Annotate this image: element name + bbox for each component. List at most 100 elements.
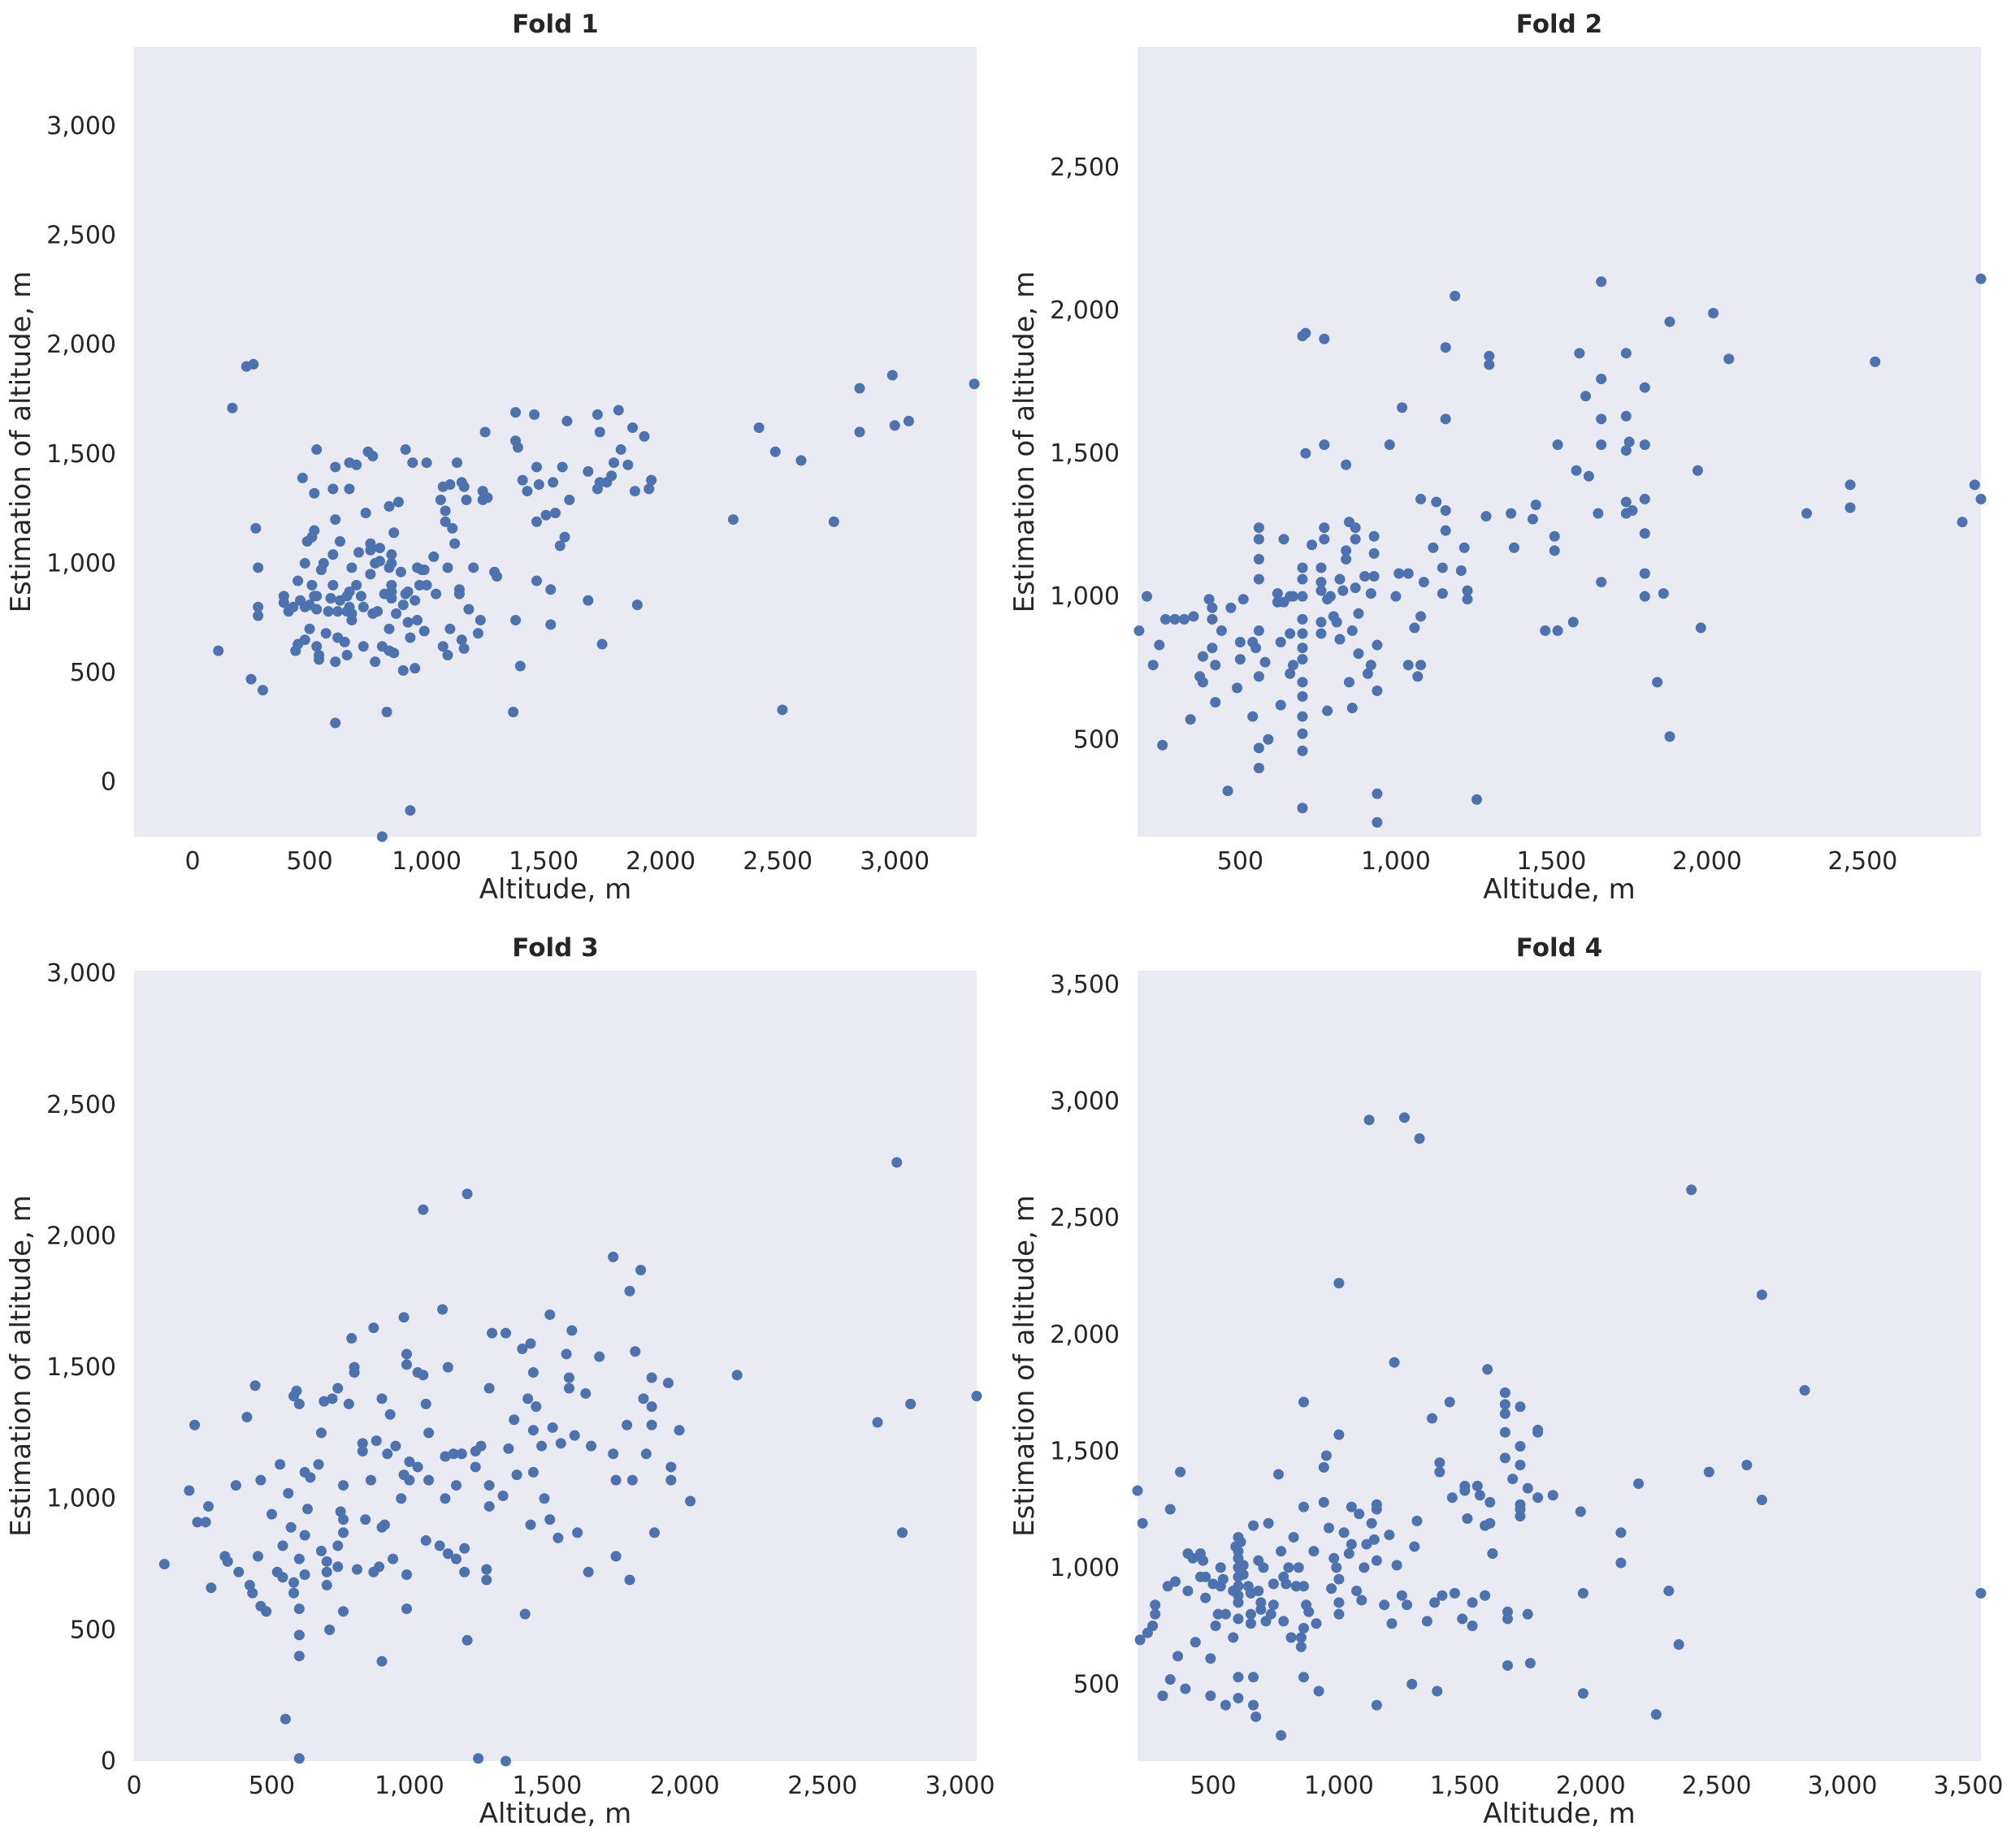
data-point bbox=[1549, 530, 1560, 542]
data-point bbox=[1212, 1608, 1224, 1620]
data-point bbox=[483, 1500, 495, 1512]
data-point bbox=[594, 426, 605, 438]
data-point bbox=[293, 1651, 305, 1662]
data-point bbox=[522, 486, 533, 497]
data-point bbox=[374, 543, 385, 554]
data-point bbox=[527, 1425, 539, 1436]
y-tick-label: 2,500 bbox=[1050, 154, 1120, 182]
x-axis-label: Altitude, m bbox=[479, 1798, 632, 1830]
data-point bbox=[1362, 668, 1373, 679]
data-point bbox=[610, 1551, 622, 1562]
data-point bbox=[1402, 1599, 1413, 1611]
data-point bbox=[401, 1603, 412, 1615]
data-point bbox=[421, 457, 432, 469]
data-point bbox=[1480, 511, 1492, 522]
data-point bbox=[1801, 508, 1813, 519]
data-point bbox=[1527, 513, 1538, 525]
data-point bbox=[401, 1359, 412, 1370]
data-point bbox=[1368, 530, 1380, 542]
data-point bbox=[1532, 1426, 1544, 1438]
data-point bbox=[1502, 1660, 1513, 1671]
subplot-fold-4: Fold 4 500 1,000 1,500 2,000 2,500 3,000 3,500 5… bbox=[1008, 933, 2003, 1830]
data-point bbox=[627, 422, 639, 433]
x-tick-label: 3,000 bbox=[860, 847, 930, 876]
data-point bbox=[1406, 1678, 1418, 1690]
data-point bbox=[586, 1440, 597, 1452]
x-tick-label: 1,500 bbox=[509, 847, 579, 876]
data-point bbox=[1384, 1530, 1395, 1541]
y-tick-label: 2,000 bbox=[1050, 1321, 1120, 1349]
data-point bbox=[418, 565, 430, 576]
data-point bbox=[400, 444, 411, 455]
x-tick-label: 1,500 bbox=[1430, 1772, 1500, 1800]
data-point bbox=[525, 1338, 536, 1349]
data-point bbox=[401, 1348, 412, 1360]
data-point bbox=[355, 591, 366, 602]
data-point bbox=[1250, 1711, 1262, 1722]
data-point bbox=[872, 1417, 883, 1428]
data-point bbox=[1440, 413, 1451, 425]
data-point bbox=[365, 569, 376, 580]
data-point bbox=[213, 645, 224, 656]
data-point bbox=[646, 1419, 657, 1430]
data-point bbox=[206, 1582, 217, 1594]
data-point bbox=[321, 1556, 332, 1567]
data-point bbox=[1440, 505, 1451, 517]
data-point bbox=[1365, 660, 1376, 671]
data-point bbox=[421, 579, 432, 591]
data-point bbox=[440, 1493, 451, 1504]
data-point bbox=[1409, 622, 1420, 634]
data-point bbox=[344, 483, 355, 495]
data-point bbox=[1290, 1581, 1302, 1592]
data-point bbox=[1596, 413, 1607, 425]
data-point bbox=[390, 1440, 401, 1452]
data-point bbox=[319, 1396, 330, 1407]
data-point bbox=[1457, 1613, 1468, 1625]
data-point bbox=[275, 1459, 286, 1470]
data-point bbox=[1281, 1578, 1292, 1590]
data-point bbox=[1288, 591, 1299, 602]
data-point bbox=[1297, 711, 1308, 722]
data-point bbox=[1844, 502, 1856, 513]
data-point bbox=[1487, 1548, 1498, 1560]
y-tick-label: 1,000 bbox=[1050, 582, 1120, 611]
data-point bbox=[583, 595, 594, 606]
data-point bbox=[404, 1456, 415, 1467]
data-point bbox=[1467, 1621, 1478, 1632]
data-point bbox=[1297, 654, 1308, 665]
data-point bbox=[1338, 1527, 1350, 1539]
data-point bbox=[440, 516, 451, 527]
data-point bbox=[418, 1204, 429, 1215]
data-point bbox=[1623, 436, 1635, 448]
data-point bbox=[1297, 562, 1308, 573]
data-point bbox=[519, 1608, 531, 1620]
data-point bbox=[646, 1372, 657, 1383]
data-point bbox=[566, 1325, 578, 1336]
data-point bbox=[1178, 613, 1190, 625]
y-axis-label: Estimation of altitude, m bbox=[1008, 1195, 1041, 1537]
data-point bbox=[1354, 1508, 1365, 1520]
data-point bbox=[1421, 1616, 1432, 1627]
data-point bbox=[1384, 439, 1395, 451]
data-point bbox=[393, 496, 405, 508]
x-tick-label: 3,000 bbox=[1808, 1772, 1878, 1800]
data-point bbox=[327, 549, 339, 560]
data-point bbox=[1333, 1597, 1345, 1608]
data-point bbox=[449, 538, 461, 549]
data-point bbox=[594, 1351, 605, 1362]
data-point bbox=[1297, 803, 1308, 814]
data-point bbox=[1333, 1573, 1345, 1585]
y-tick-label: 500 bbox=[70, 1616, 116, 1644]
data-point bbox=[1522, 1482, 1533, 1494]
data-point bbox=[1297, 690, 1308, 702]
data-point bbox=[1253, 1585, 1264, 1596]
data-point bbox=[200, 1517, 211, 1528]
data-point bbox=[1253, 671, 1264, 682]
x-tick-label: 2,500 bbox=[1682, 1772, 1752, 1800]
data-point bbox=[1268, 1578, 1279, 1590]
data-point bbox=[1207, 643, 1218, 654]
data-point bbox=[327, 579, 339, 591]
data-point bbox=[1620, 445, 1632, 457]
data-point bbox=[1359, 571, 1371, 582]
data-point bbox=[283, 1487, 294, 1499]
